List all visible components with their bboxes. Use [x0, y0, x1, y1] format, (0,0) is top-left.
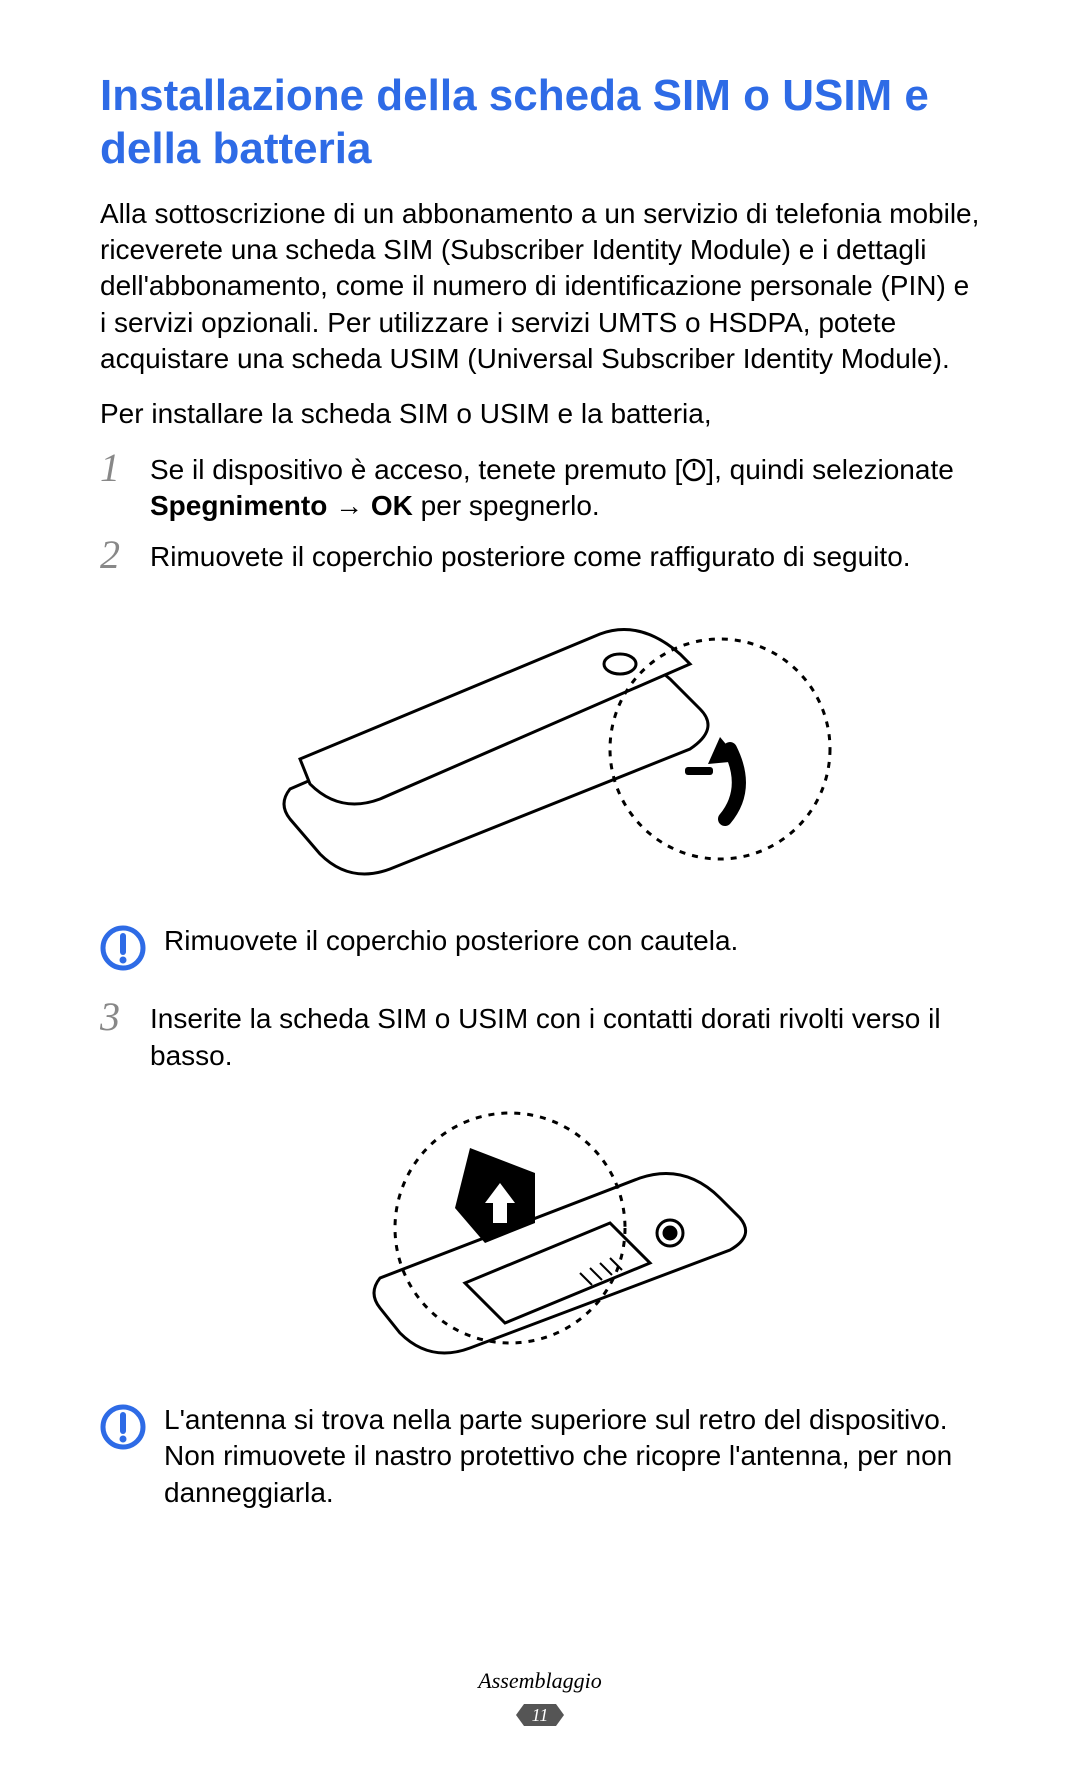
page-footer: Assemblaggio 11 [0, 1668, 1080, 1735]
remove-cover-illustration [230, 589, 850, 899]
page-number: 11 [510, 1705, 570, 1726]
note-text: L'antenna si trova nella parte superiore… [164, 1402, 980, 1511]
step-text: Inserite la scheda SIM o USIM con i cont… [150, 1001, 980, 1074]
caution-note-1: Rimuovete il coperchio posteriore con ca… [100, 923, 980, 971]
step1-pre: Se il dispositivo è acceso, tenete premu… [150, 454, 682, 485]
power-icon [682, 458, 706, 482]
step-text: Rimuovete il coperchio posteriore come r… [150, 539, 980, 575]
caution-icon [100, 925, 146, 971]
step1-post: ], quindi selezionate [706, 454, 954, 485]
step1-tail: per spegnerlo. [413, 490, 600, 521]
intro-paragraph: Alla sottoscrizione di un abbonamento a … [100, 196, 980, 378]
subintro-line: Per installare la scheda SIM o USIM e la… [100, 396, 980, 432]
step-3: 3 Inserite la scheda SIM o USIM con i co… [100, 1001, 980, 1074]
step-1: 1 Se il dispositivo è acceso, tenete pre… [100, 452, 980, 525]
insert-sim-illustration [290, 1088, 790, 1378]
caution-icon [100, 1404, 146, 1450]
step-number: 3 [100, 997, 132, 1074]
footer-section-label: Assemblaggio [0, 1668, 1080, 1694]
step1-bold2: OK [371, 490, 413, 521]
step-number: 2 [100, 535, 132, 575]
step-2: 2 Rimuovete il coperchio posteriore come… [100, 539, 980, 575]
page-number-badge: 11 [510, 1700, 570, 1735]
caution-note-2: L'antenna si trova nella parte superiore… [100, 1402, 980, 1511]
step-number: 1 [100, 448, 132, 525]
arrow-icon: → [327, 490, 371, 521]
step1-bold1: Spegnimento [150, 490, 327, 521]
note-text: Rimuovete il coperchio posteriore con ca… [164, 923, 980, 959]
page-heading: Installazione della scheda SIM o USIM e … [100, 70, 980, 176]
step-text: Se il dispositivo è acceso, tenete premu… [150, 452, 980, 525]
